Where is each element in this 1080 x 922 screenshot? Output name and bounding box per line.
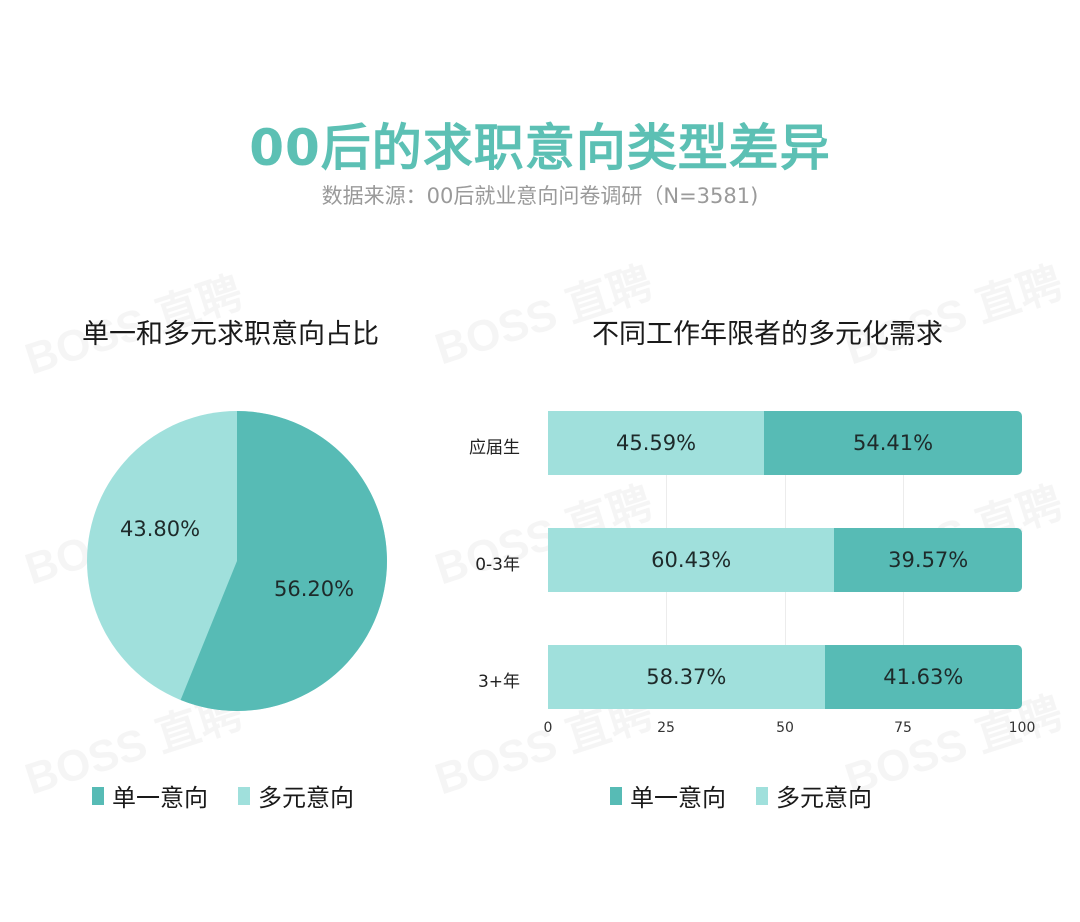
bar-segment-multi: 45.59% [548, 411, 765, 475]
x-tick: 25 [657, 720, 675, 736]
legend-item-single: 单一意向 [610, 778, 726, 813]
data-source: 数据来源：00后就业意向问卷调研（N=3581) [321, 184, 759, 208]
bar-chart-title: 不同工作年限者的多元化需求 [592, 319, 943, 350]
pie-chart-title: 单一和多元求职意向占比 [82, 319, 379, 350]
x-tick: 50 [776, 720, 794, 736]
pie-chart [87, 411, 387, 711]
legend-item-multi: 多元意向 [238, 778, 354, 813]
swatch-single [92, 786, 104, 805]
category-label: 0-3年 [475, 555, 520, 575]
pie-label-single: 56.20% [274, 577, 355, 601]
bar-segment-multi: 58.37% [548, 645, 825, 709]
legend-label: 多元意向 [258, 784, 354, 812]
pie-slice-single [180, 411, 387, 711]
category-label: 3+年 [477, 672, 520, 692]
swatch-multi [238, 786, 250, 805]
bar-segment-single: 39.57% [834, 528, 1022, 592]
swatch-single [610, 786, 622, 805]
pie-label-multi: 43.80% [120, 517, 201, 541]
bar-row: 58.37% 41.63% [548, 645, 1022, 709]
pie-legend: 单一意向 多元意向 [92, 778, 384, 813]
x-tick: 75 [894, 720, 912, 736]
category-label: 应届生 [469, 438, 520, 458]
bar-chart: 45.59% 54.41% 60.43% 39.57% 58.37% 41.63… [548, 411, 1022, 709]
x-tick: 0 [543, 720, 553, 736]
bar-segment-single: 41.63% [824, 645, 1022, 709]
bar-segment-single: 54.41% [764, 411, 1022, 475]
bar-legend: 单一意向 多元意向 [610, 778, 902, 813]
legend-label: 多元意向 [776, 784, 872, 812]
bar-segment-multi: 60.43% [548, 528, 835, 592]
legend-label: 单一意向 [630, 784, 726, 812]
swatch-multi [756, 786, 768, 805]
bar-row: 60.43% 39.57% [548, 528, 1022, 592]
legend-label: 单一意向 [112, 784, 208, 812]
legend-item-multi: 多元意向 [756, 778, 872, 813]
page-title: 00后的求职意向类型差异 [249, 119, 831, 177]
x-tick: 100 [1008, 720, 1036, 736]
legend-item-single: 单一意向 [92, 778, 208, 813]
bar-row: 45.59% 54.41% [548, 411, 1022, 475]
